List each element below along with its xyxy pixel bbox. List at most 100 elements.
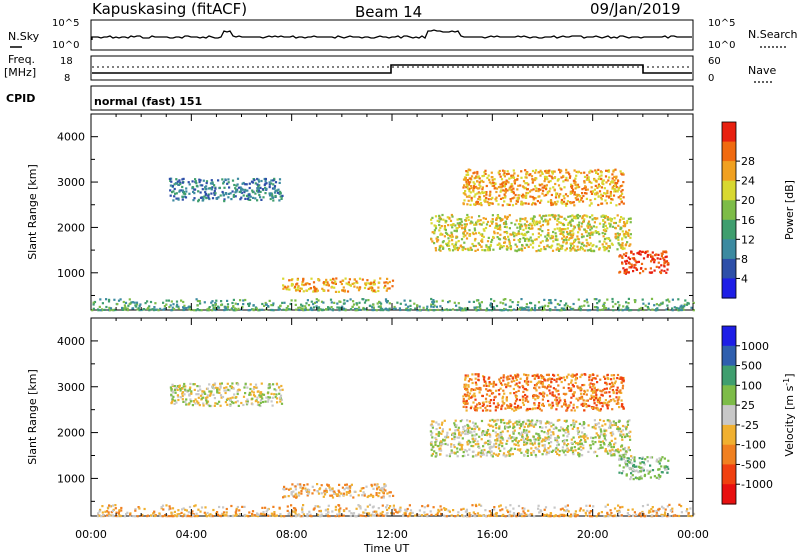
power-echo-cell bbox=[641, 298, 644, 301]
power-echo-cell bbox=[430, 238, 433, 241]
velocity-echo-cell bbox=[560, 426, 563, 429]
velocity-echo-cell bbox=[440, 443, 443, 446]
velocity-echo-cell bbox=[571, 375, 574, 378]
freq-unit-label: [MHz] bbox=[4, 66, 36, 79]
velocity-echo-cell bbox=[547, 373, 550, 377]
power-echo-cell bbox=[607, 250, 610, 253]
power-echo-cell bbox=[562, 235, 566, 238]
power-echo-cell bbox=[193, 197, 196, 200]
nsky-tick-top: 10^5 bbox=[52, 18, 79, 29]
power-echo-cell bbox=[437, 238, 440, 242]
velocity-echo-cell bbox=[550, 450, 554, 453]
velocity-echo-cell bbox=[471, 437, 475, 440]
velocity-echo-cell bbox=[583, 383, 586, 387]
power-echo-cell bbox=[207, 307, 210, 310]
power-echo-cell bbox=[468, 248, 471, 251]
power-echo-cell bbox=[467, 247, 470, 250]
power-echo-cell bbox=[569, 190, 572, 193]
velocity-echo-cell bbox=[125, 513, 128, 516]
nsky-label: N.Sky bbox=[8, 30, 40, 43]
velocity-echo-cell bbox=[592, 373, 595, 376]
power-echo-cell bbox=[552, 186, 555, 189]
velocity-echo-cell bbox=[298, 491, 301, 494]
power-echo-cell bbox=[567, 222, 570, 225]
power-echo-cell bbox=[520, 203, 523, 206]
power-echo-cell bbox=[309, 287, 313, 290]
velocity-echo-cell bbox=[512, 436, 515, 439]
power-echo-cell bbox=[587, 178, 590, 181]
power-echo-cell bbox=[502, 181, 505, 184]
velocity-echo-cell bbox=[474, 422, 477, 425]
power-echo-cell bbox=[591, 218, 594, 221]
velocity-echo-cell bbox=[473, 392, 476, 395]
velocity-echo-cell bbox=[532, 451, 536, 454]
power-echo-cell bbox=[565, 176, 568, 179]
power-echo-cell bbox=[130, 301, 133, 304]
power-echo-cell bbox=[625, 233, 629, 236]
velocity-echo-cell bbox=[480, 453, 483, 457]
velocity-echo-cell bbox=[438, 431, 441, 434]
velocity-echo-cell bbox=[279, 394, 283, 397]
power-echo-cell bbox=[682, 308, 685, 311]
power-echo-cell bbox=[471, 231, 474, 234]
power-echo-cell bbox=[610, 220, 613, 223]
power-echo-cell bbox=[499, 226, 502, 229]
power-echo-cell bbox=[615, 177, 618, 180]
power-echo-cell bbox=[508, 177, 511, 180]
power-echo-cell bbox=[296, 286, 299, 289]
power-echo-cell bbox=[287, 308, 290, 311]
power-echo-cell bbox=[501, 204, 504, 207]
power-echo-cell bbox=[297, 285, 300, 288]
power-echo-cell bbox=[633, 266, 636, 269]
power-echo-cell bbox=[413, 302, 416, 305]
velocity-echo-cell bbox=[181, 387, 184, 390]
power-echo-cell bbox=[476, 180, 479, 183]
power-colorbar-tick-label: 20 bbox=[741, 194, 755, 207]
power-echo-cell bbox=[335, 277, 338, 280]
power-echo-cell bbox=[399, 308, 402, 312]
power-echo-cell bbox=[329, 308, 332, 311]
power-echo-cell bbox=[167, 299, 170, 302]
power-echo-cell bbox=[565, 235, 568, 239]
velocity-echo-cell bbox=[516, 441, 519, 444]
velocity-echo-cell bbox=[486, 404, 489, 407]
velocity-echo-cell bbox=[488, 432, 491, 436]
power-echo-cell bbox=[356, 303, 359, 306]
velocity-echo-cell bbox=[482, 384, 486, 387]
velocity-echo-cell bbox=[308, 510, 311, 513]
velocity-echo-cell bbox=[345, 483, 348, 486]
power-echo-cell bbox=[525, 220, 529, 223]
power-echo-cell bbox=[573, 169, 576, 172]
power-echo-cell bbox=[327, 289, 330, 292]
power-echo-cell bbox=[519, 225, 522, 228]
velocity-echo-cell bbox=[537, 376, 540, 379]
velocity-echo-cell bbox=[461, 455, 464, 458]
velocity-echo-cell bbox=[255, 386, 258, 389]
power-echo-cell bbox=[521, 203, 524, 206]
velocity-echo-cell bbox=[664, 468, 667, 471]
velocity-echo-cell bbox=[573, 446, 576, 449]
power-echo-cell bbox=[597, 203, 600, 207]
velocity-echo-cell bbox=[551, 401, 554, 404]
power-echo-cell bbox=[557, 196, 561, 199]
velocity-echo-cell bbox=[470, 427, 474, 430]
power-echo-cell bbox=[257, 309, 260, 312]
power-echo-cell bbox=[580, 222, 584, 225]
power-echo-cell bbox=[357, 289, 361, 292]
velocity-echo-cell bbox=[226, 397, 229, 400]
power-echo-cell bbox=[211, 304, 214, 307]
power-echo-cell bbox=[590, 192, 594, 195]
power-echo-cell bbox=[277, 308, 280, 311]
power-echo-cell bbox=[583, 218, 586, 221]
velocity-echo-cell bbox=[544, 438, 547, 441]
velocity-echo-cell bbox=[593, 451, 596, 454]
velocity-echo-cell bbox=[565, 444, 568, 447]
power-echo-cell bbox=[596, 172, 600, 175]
velocity-echo-cell bbox=[489, 399, 492, 402]
velocity-echo-cell bbox=[492, 398, 495, 402]
power-echo-cell bbox=[463, 227, 466, 231]
power-echo-cell bbox=[476, 170, 479, 174]
power-echo-cell bbox=[534, 197, 537, 200]
power-echo-cell bbox=[383, 281, 386, 284]
power-echo-cell bbox=[435, 237, 438, 240]
